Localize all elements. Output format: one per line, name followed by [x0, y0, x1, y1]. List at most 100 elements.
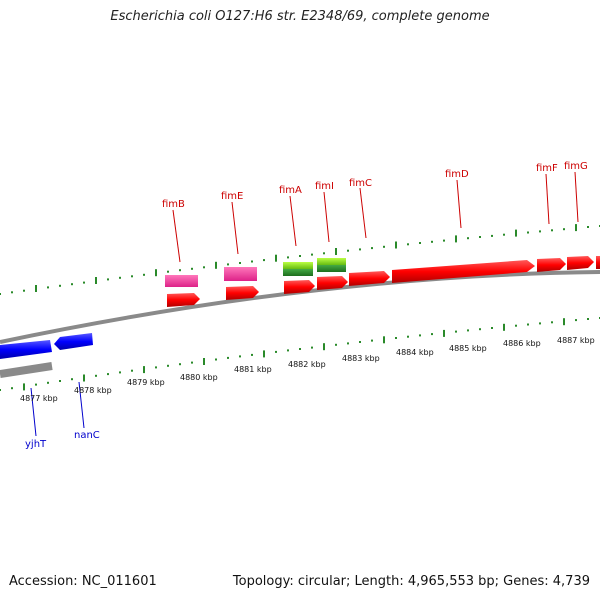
- outer-ruler-tick: [203, 266, 205, 269]
- inner-ruler-tick: [503, 323, 505, 331]
- cds-fimA: [284, 280, 315, 294]
- outer-ruler-tick: [455, 235, 457, 243]
- leader-fimD: [456, 179, 462, 229]
- gene-label-fimI: fimI: [315, 181, 334, 192]
- outer-ruler-tick: [383, 245, 385, 248]
- ruler-label: 4882 kbp: [288, 360, 326, 369]
- inner-ruler-tick: [539, 322, 541, 325]
- inner-ruler-tick: [575, 319, 577, 322]
- inner-ruler-tick: [431, 333, 433, 336]
- backbone-upper: [0, 270, 600, 344]
- ruler-label: 4878 kbp: [74, 386, 112, 395]
- inner-ruler-tick: [299, 348, 301, 350]
- inner-ruler-tick: [23, 383, 25, 391]
- inner-ruler-tick: [455, 330, 457, 333]
- outer-ruler-tick: [479, 236, 481, 238]
- outer-ruler-tick: [491, 234, 493, 237]
- inner-ruler-tick: [587, 318, 589, 320]
- inner-ruler-tick: [227, 356, 229, 359]
- outer-ruler-tick: [407, 243, 409, 246]
- gene-labels-bottom: yjhT nanC: [25, 430, 100, 450]
- inner-ruler-tick: [119, 371, 121, 374]
- outer-ruler-tick: [47, 286, 49, 289]
- outer-ruler-tick: [0, 293, 1, 295]
- gene-label-fimG: fimG: [564, 161, 588, 172]
- outer-ruler-tick: [155, 269, 157, 277]
- outer-ruler-tick: [11, 291, 13, 294]
- gene-label-fimB: fimB: [162, 199, 185, 210]
- outer-ruler-tick: [539, 230, 541, 233]
- ruler-label: 4886 kbp: [503, 339, 541, 348]
- inner-ruler-tick: [83, 374, 85, 382]
- gene-label-fimD: fimD: [445, 169, 469, 180]
- outer-ruler-tick: [131, 275, 133, 278]
- inner-ruler-tick: [0, 389, 1, 391]
- inner-ruler-tick: [347, 342, 349, 345]
- outer-ruler-tick: [23, 289, 25, 292]
- forward-cds-track: [167, 256, 600, 307]
- outer-ruler-tick: [443, 239, 445, 242]
- inner-ruler-tick: [407, 335, 409, 338]
- cds-fimB: [167, 293, 200, 307]
- gene-label-fimC: fimC: [349, 178, 372, 189]
- ruler-label: 4881 kbp: [234, 365, 272, 374]
- inner-ruler-tick: [287, 349, 289, 352]
- outer-ruler-tick: [71, 283, 73, 286]
- outer-ruler-tick: [587, 226, 589, 228]
- leader-fimA: [289, 195, 297, 247]
- outer-ruler-tick: [467, 237, 469, 240]
- inner-ruler-tick: [251, 353, 253, 356]
- cds-fimD: [392, 260, 535, 283]
- inner-ruler-tick: [11, 387, 13, 390]
- backbone-lower: [0, 362, 53, 378]
- inner-ruler-tick: [215, 358, 217, 361]
- inner-ruler-tick: [515, 324, 517, 327]
- inner-ruler-tick: [383, 336, 385, 344]
- outer-ruler-tick: [143, 273, 145, 276]
- cds-fimF: [537, 258, 566, 272]
- outer-ruler-tick: [515, 229, 517, 237]
- inner-ruler-tick: [35, 383, 37, 386]
- gene-label-fimE: fimE: [221, 191, 243, 202]
- leader-fimF: [545, 173, 550, 225]
- inner-ruler-tick: [203, 358, 205, 365]
- outer-ruler-tick: [83, 281, 85, 284]
- leader-fimG: [574, 171, 579, 223]
- ruler-label: 4877 kbp: [20, 394, 58, 403]
- cds-fimG: [567, 256, 594, 270]
- outer-ruler-tick: [527, 231, 529, 234]
- outer-ruler-tick: [347, 249, 349, 252]
- outer-ruler-tick: [575, 224, 577, 232]
- inner-ruler-tick: [479, 328, 481, 331]
- leader-yjhT: [30, 387, 37, 437]
- inner-ruler-tick: [467, 329, 469, 332]
- outer-ruler-tick: [563, 228, 565, 231]
- inner-ruler-tick: [311, 346, 313, 349]
- inner-ruler-tick: [155, 366, 157, 369]
- leader-fimI: [323, 191, 330, 243]
- outer-ruler-tick: [323, 252, 325, 255]
- outer-ruler-tick: [251, 260, 253, 263]
- inner-ruler-tick: [143, 366, 145, 374]
- gene-label-fimF: fimF: [536, 163, 558, 174]
- outer-ruler: [0, 224, 600, 295]
- outer-ruler-tick: [359, 248, 361, 251]
- feature-darkgreen-fimA: [283, 269, 313, 276]
- outer-ruler-tick: [119, 276, 121, 279]
- outer-ruler-tick: [95, 277, 97, 284]
- reverse-cds-track: [0, 333, 93, 359]
- outer-ruler-tick: [551, 229, 553, 232]
- inner-ruler-tick: [131, 369, 133, 372]
- gene-label-nanC: nanC: [74, 430, 100, 441]
- feature-magenta-fimE: [224, 267, 257, 281]
- ruler-label: 4880 kbp: [180, 373, 218, 382]
- outer-ruler-tick: [191, 267, 193, 270]
- cds-fimH-partial: [596, 256, 600, 269]
- outer-ruler-tick: [395, 241, 397, 249]
- gene-labels-top: fimB fimE fimA fimI fimC fimD fimF fimG: [162, 161, 588, 210]
- outer-ruler-tick: [179, 269, 181, 272]
- outer-ruler-tick: [311, 253, 313, 256]
- leader-fimE: [231, 201, 239, 255]
- inner-ruler-tick: [335, 343, 337, 346]
- feature-darkgreen-fimI: [317, 265, 346, 272]
